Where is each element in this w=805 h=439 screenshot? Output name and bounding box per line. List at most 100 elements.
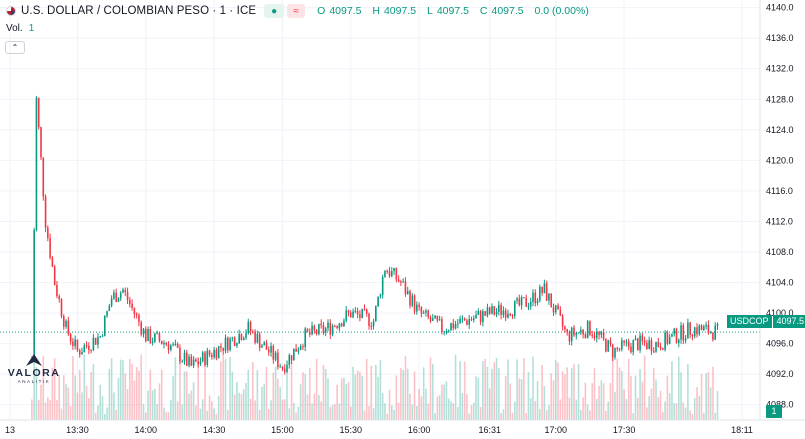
candle-body xyxy=(447,330,450,332)
volume-bar xyxy=(37,399,40,420)
candle-body xyxy=(103,315,106,336)
symbol-title[interactable]: U.S. DOLLAR / COLOMBIAN PESO · 1 · ICE xyxy=(21,5,257,17)
candle-body xyxy=(386,270,389,272)
candle-body xyxy=(557,305,559,310)
volume-bar xyxy=(646,407,648,420)
legend-header: U.S. DOLLAR / COLOMBIAN PESO · 1 · ICE ●… xyxy=(0,0,593,22)
candle-body xyxy=(149,329,152,343)
volume-bar xyxy=(185,371,188,420)
candle-body xyxy=(472,318,475,321)
candle-body xyxy=(165,342,168,345)
candle-body xyxy=(345,310,348,321)
volume-bar xyxy=(201,399,204,420)
volume-bar xyxy=(614,391,616,420)
volume-bar xyxy=(213,408,215,420)
valora-logo: VALORA ANALITIK xyxy=(6,354,62,394)
volume-bar xyxy=(381,392,384,420)
candle-body xyxy=(525,298,527,307)
volume-bar xyxy=(256,370,259,420)
candle-body xyxy=(652,350,655,352)
candle-body xyxy=(580,329,582,333)
candle-body xyxy=(340,323,343,327)
volume-bar xyxy=(65,384,67,420)
volume-bar xyxy=(441,384,443,420)
volume-bar xyxy=(122,360,124,420)
candle-body xyxy=(206,350,209,365)
volume-bar xyxy=(211,401,213,420)
candle-body xyxy=(179,347,181,362)
volume-bar xyxy=(167,412,170,420)
candle-body xyxy=(293,348,295,361)
candle-body xyxy=(605,338,607,352)
candle-body xyxy=(584,334,587,338)
market-open-indicator[interactable]: ● xyxy=(264,4,285,18)
candle-body xyxy=(106,311,108,316)
candle-body xyxy=(236,343,238,346)
candle-body xyxy=(195,359,197,362)
collapse-legend-button[interactable]: ⌃ xyxy=(5,41,25,54)
candle-body xyxy=(621,340,623,350)
volume-bar xyxy=(404,355,407,420)
volume-bar xyxy=(338,403,341,420)
candle-body xyxy=(158,333,161,341)
candle-body xyxy=(550,293,553,308)
volume-bar xyxy=(281,399,284,420)
volume-bar xyxy=(621,370,623,420)
candle-body xyxy=(707,324,710,334)
volume-bar xyxy=(69,406,72,420)
candle-body xyxy=(62,316,65,327)
high-label: H xyxy=(372,5,380,17)
candle-body xyxy=(117,298,120,302)
volume-bar xyxy=(60,408,63,420)
candle-body xyxy=(634,338,637,341)
volume-bar xyxy=(436,396,439,420)
volume-legend[interactable]: Vol. 1 xyxy=(6,23,34,34)
candle-body xyxy=(297,349,300,352)
candle-body xyxy=(705,324,707,327)
volume-bar xyxy=(666,375,669,420)
volume-bar xyxy=(40,384,42,420)
candle-body xyxy=(513,300,516,316)
valora-logo-icon xyxy=(26,354,42,366)
volume-bar xyxy=(81,392,83,420)
candle-body xyxy=(461,318,464,320)
volume-bar xyxy=(304,374,307,420)
volume-bar xyxy=(147,390,149,420)
close-label: C xyxy=(479,5,488,17)
volume-bar xyxy=(245,383,247,420)
candle-body xyxy=(258,333,261,348)
candle-body xyxy=(163,342,165,345)
time-axis[interactable]: 13 13:30 14:00 14:30 15:00 15:30 16:00 16:31 17:… xyxy=(5,425,753,435)
candle-body xyxy=(484,311,486,316)
volume-bar xyxy=(554,360,557,420)
delayed-data-indicator[interactable]: ≈ xyxy=(287,4,306,18)
candle-body xyxy=(188,356,190,366)
price-tick-label: 4124.0 xyxy=(766,125,794,135)
candle-body xyxy=(436,315,439,321)
volume-bar xyxy=(504,375,507,420)
volume-bar xyxy=(561,371,564,420)
volume-bar xyxy=(252,362,254,420)
volume-bar xyxy=(144,412,147,420)
candle-body xyxy=(144,328,147,342)
volume-bar xyxy=(457,406,459,420)
candle-body xyxy=(650,340,653,351)
candle-body xyxy=(37,97,40,128)
candle-body xyxy=(108,305,111,312)
volume-bar xyxy=(261,386,263,420)
volume-bar xyxy=(641,381,644,420)
time-tick-label: 14:00 xyxy=(135,425,158,435)
candle-body xyxy=(689,322,691,335)
chevron-up-icon: ⌃ xyxy=(11,43,19,52)
candle-body xyxy=(315,330,318,335)
price-axis[interactable]: 4140.0 4136.0 4132.0 4128.0 4124.0 4120.0 4116… xyxy=(766,3,794,410)
volume-bar xyxy=(595,399,598,420)
volume-bar xyxy=(265,366,268,420)
candle-body xyxy=(623,340,625,343)
volume-bar xyxy=(527,372,530,420)
volume-label: Vol. xyxy=(6,23,23,34)
volume-bar xyxy=(545,410,548,420)
volume-bar xyxy=(511,412,514,420)
candle-body xyxy=(256,333,259,343)
